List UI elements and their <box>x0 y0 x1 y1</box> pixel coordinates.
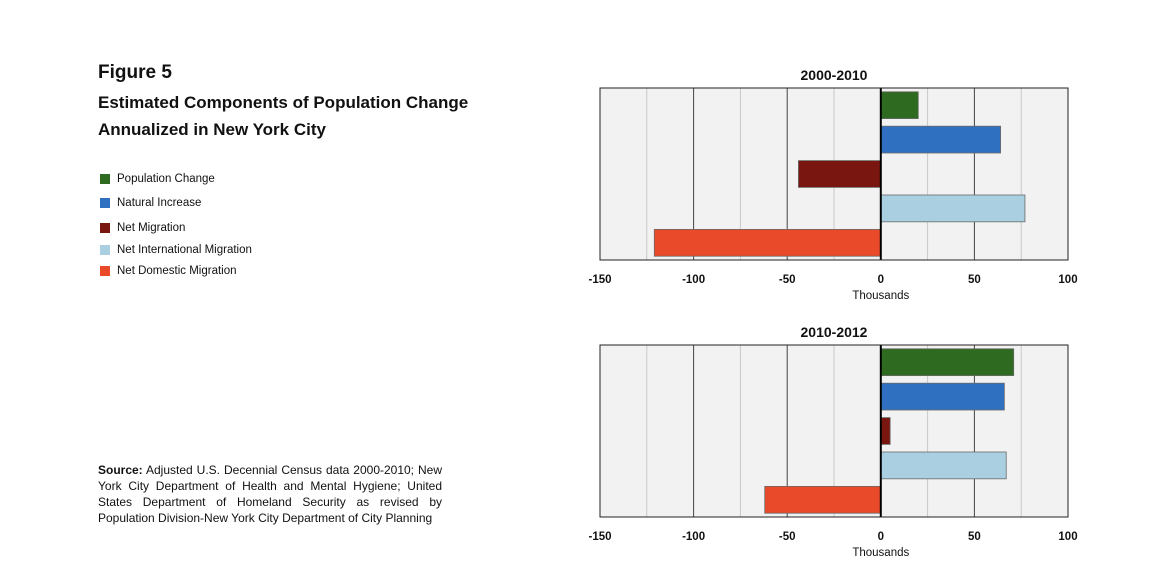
bar-natural-increase <box>880 382 1005 411</box>
chart-title: 2000-2010 <box>801 67 868 83</box>
bar-net-international-migration <box>880 451 1007 480</box>
figure-label: Figure 5 <box>98 62 172 83</box>
bar-net-international-migration <box>880 194 1026 223</box>
bar-net-migration <box>880 417 891 445</box>
bar-natural-increase <box>880 125 1002 154</box>
x-tick-label: -50 <box>779 274 796 286</box>
legend-label: Population Change <box>117 172 215 185</box>
legend-label: Net Migration <box>117 221 186 234</box>
legend-label: Natural Increase <box>117 196 202 209</box>
bar-population-change <box>880 348 1015 377</box>
chart-title: 2010-2012 <box>801 324 868 340</box>
legend-swatch <box>100 244 110 255</box>
x-tick-label: 0 <box>878 531 884 543</box>
bar-net-domestic-migration <box>764 485 882 514</box>
x-axis-label: Thousands <box>852 290 909 302</box>
legend-swatch <box>100 265 110 276</box>
plot-frame <box>599 87 1069 261</box>
source-prefix: Source: <box>98 463 143 477</box>
chart-2010-2012: 2010-2012 -150 -100 -50 0 50 100 Thousands <box>588 324 1077 559</box>
x-tick-label: 0 <box>878 274 884 286</box>
legend-item-net-international-migration: Net International Migration <box>100 243 252 256</box>
legend-item-net-domestic-migration: Net Domestic Migration <box>100 264 237 277</box>
source-text: Adjusted U.S. Decennial Census data 2000… <box>98 463 442 525</box>
x-tick-label: -100 <box>682 531 705 543</box>
legend-swatch <box>100 173 110 184</box>
x-tick-label: -100 <box>682 274 705 286</box>
chart-2000-2010: 2000-2010 -150 -100 -50 0 50 100 Thousands <box>588 67 1077 302</box>
x-tick-label: 50 <box>968 531 981 543</box>
x-tick-label: -50 <box>779 531 796 543</box>
x-tick-label: -150 <box>588 274 611 286</box>
bar-net-domestic-migration <box>653 228 882 257</box>
legend-item-population-change: Population Change <box>100 172 215 185</box>
plot-frame <box>599 344 1069 518</box>
legend-label: Net International Migration <box>117 243 252 256</box>
x-tick-label: -150 <box>588 531 611 543</box>
x-axis-label: Thousands <box>852 547 909 559</box>
figure-title: Estimated Components of Population Chang… <box>98 93 469 139</box>
source-note: Source: Adjusted U.S. Decennial Census d… <box>98 462 442 526</box>
x-tick-label: 50 <box>968 274 981 286</box>
x-tick-label: 100 <box>1058 531 1077 543</box>
legend-item-net-migration: Net Migration <box>100 221 186 234</box>
legend-swatch <box>100 197 110 208</box>
legend-swatch <box>100 222 110 233</box>
legend-label: Net Domestic Migration <box>117 264 237 277</box>
x-tick-label: 100 <box>1058 274 1077 286</box>
bar-net-migration <box>798 160 882 188</box>
bar-population-change <box>880 91 919 120</box>
legend-item-natural-increase: Natural Increase <box>100 196 202 209</box>
